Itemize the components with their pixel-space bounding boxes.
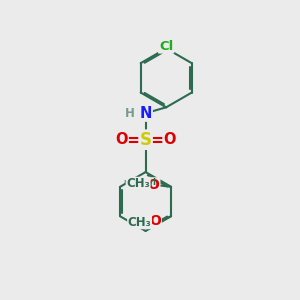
Text: N: N [140, 106, 152, 121]
Text: O: O [149, 214, 161, 228]
Text: O: O [164, 132, 176, 147]
Text: H: H [124, 107, 134, 120]
Text: CH₃: CH₃ [126, 177, 150, 190]
Text: methyl: methyl [123, 178, 156, 188]
Text: Cl: Cl [159, 40, 173, 52]
Text: S: S [140, 131, 152, 149]
Text: O: O [115, 132, 128, 147]
Text: O: O [148, 178, 159, 192]
Text: CH₃: CH₃ [128, 216, 152, 229]
